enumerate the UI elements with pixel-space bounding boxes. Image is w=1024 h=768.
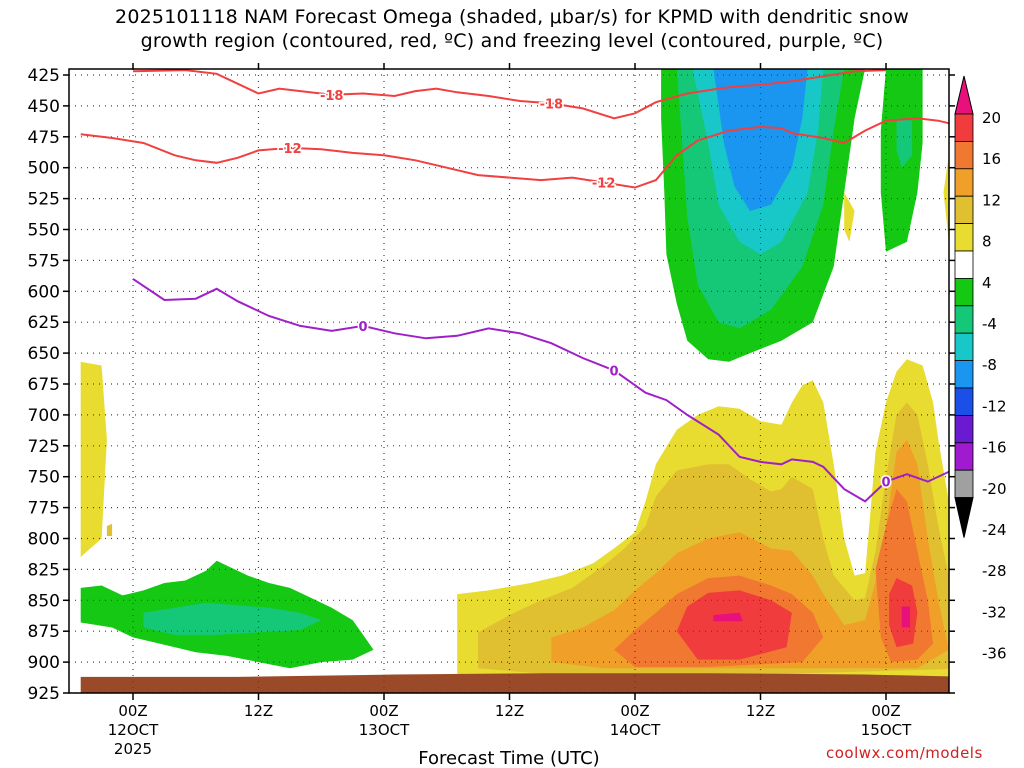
x-tick-label: 00Z bbox=[118, 702, 147, 720]
colorbar-segment bbox=[954, 168, 974, 197]
y-tick-label: 525 bbox=[28, 190, 60, 210]
y-tick-label: 725 bbox=[28, 437, 60, 457]
x-tick-label: 12Z bbox=[746, 702, 775, 720]
colorbar-label: -8 bbox=[982, 356, 997, 374]
y-tick-label: 550 bbox=[28, 221, 60, 241]
colorbar-bottom-triangle bbox=[954, 497, 974, 538]
colorbar-segment bbox=[954, 442, 974, 471]
y-tick-label: 425 bbox=[28, 66, 60, 86]
y-tick-label: 850 bbox=[28, 591, 60, 611]
colorbar-segment bbox=[954, 113, 974, 142]
omega-band-minus20-upper bbox=[713, 69, 808, 211]
colorbar-segment bbox=[954, 140, 974, 170]
colorbar-label: -16 bbox=[982, 439, 1007, 457]
colorbar-segment bbox=[954, 332, 974, 362]
x-tick-date: 15OCT bbox=[861, 721, 912, 739]
y-tick-label: 700 bbox=[28, 406, 60, 426]
x-tick-label: 00Z bbox=[369, 702, 398, 720]
x-tick-label: 00Z bbox=[620, 702, 649, 720]
omega-band-plus4-midstrip bbox=[844, 192, 855, 242]
omega-spot-west bbox=[106, 523, 113, 536]
dgz-contour-label: -12 bbox=[278, 142, 302, 157]
terrain-band bbox=[80, 673, 949, 693]
colorbar-label: 4 bbox=[982, 274, 992, 292]
y-tick-label: 500 bbox=[28, 159, 60, 179]
y-tick-label: 825 bbox=[28, 560, 60, 580]
axes: 425 450 475 500 525 550 575 600 625 650 675 700 725 7… bbox=[28, 63, 955, 768]
y-tick-label: 650 bbox=[28, 344, 60, 364]
colorbar-segment bbox=[954, 469, 974, 499]
freezing-level-label: 0 bbox=[610, 364, 619, 379]
x-tick-year: 2025 bbox=[114, 740, 152, 758]
dgz-contour-line bbox=[80, 117, 949, 189]
colorbar-label: -32 bbox=[982, 603, 1007, 621]
freezing-level-label: 0 bbox=[359, 320, 368, 335]
omega-band-plus4-east bbox=[943, 154, 949, 243]
y-tick-label: 875 bbox=[28, 622, 60, 642]
y-tick-label: 475 bbox=[28, 128, 60, 148]
x-tick-date: 13OCT bbox=[359, 721, 410, 739]
omega-band-plus24-core bbox=[713, 612, 743, 622]
dgz-contour-line bbox=[132, 69, 887, 120]
x-axis-label: Forecast Time (UTC) bbox=[418, 748, 599, 768]
omega-band-minus12-west bbox=[143, 602, 322, 635]
grid bbox=[69, 69, 949, 694]
omega-band-plus20-lower bbox=[676, 590, 792, 660]
colorbar: 20 16 12 8 4 -4 -8 -12 -16 -20 -24 -28 -32 -36 bbox=[954, 75, 1007, 663]
y-tick-label: 775 bbox=[28, 499, 60, 519]
freezing-level-label: 0 bbox=[881, 476, 890, 491]
dgz-contour-label: -18 bbox=[540, 97, 564, 112]
colorbar-segment bbox=[954, 305, 974, 334]
colorbar-label: -4 bbox=[982, 315, 997, 333]
colorbar-label: -36 bbox=[982, 645, 1007, 663]
credit-text: coolwx.com/models bbox=[826, 744, 983, 762]
colorbar-label: 8 bbox=[982, 233, 992, 251]
colorbar-label: 16 bbox=[982, 150, 1001, 168]
y-tick-label: 925 bbox=[28, 684, 60, 704]
y-tick-label: 675 bbox=[28, 375, 60, 395]
colorbar-label: -20 bbox=[982, 480, 1007, 498]
omega-band-plus4-west bbox=[80, 361, 107, 557]
dgz-contour-label: -12 bbox=[592, 177, 616, 192]
y-tick-label: 575 bbox=[28, 251, 60, 271]
contours: -18 -18 -12 -12 0 0 0 bbox=[80, 69, 949, 503]
x-tick-label: 12Z bbox=[244, 702, 273, 720]
colorbar-segment bbox=[954, 277, 974, 307]
y-tick-label: 900 bbox=[28, 653, 60, 673]
colorbar-segment bbox=[954, 223, 974, 252]
colorbar-label: -12 bbox=[982, 397, 1007, 415]
colorbar-segment bbox=[954, 387, 974, 416]
x-tick-date: 12OCT bbox=[108, 721, 159, 739]
chart-title-line1: 2025101118 NAM Forecast Omega (shaded, μ… bbox=[115, 6, 909, 28]
y-tick-label: 800 bbox=[28, 530, 60, 550]
dgz-contour-label: -18 bbox=[320, 89, 344, 104]
x-tick-date: 14OCT bbox=[610, 721, 661, 739]
colorbar-segment bbox=[954, 195, 974, 224]
omega-band-plus12-lower bbox=[551, 439, 949, 669]
y-tick-label: 600 bbox=[28, 282, 60, 302]
colorbar-label: -24 bbox=[982, 521, 1007, 539]
y-tick-label: 625 bbox=[28, 313, 60, 333]
y-tick-label: 450 bbox=[28, 97, 60, 117]
colorbar-segment bbox=[954, 414, 974, 444]
colorbar-label: -28 bbox=[982, 562, 1007, 580]
colorbar-label: 20 bbox=[982, 109, 1001, 127]
x-tick-label: 00Z bbox=[871, 702, 900, 720]
y-tick-label: 750 bbox=[28, 468, 60, 488]
omega-band-plus24-east bbox=[901, 606, 911, 628]
colorbar-top-triangle bbox=[954, 75, 974, 115]
colorbar-segment bbox=[954, 360, 974, 389]
x-tick-label: 12Z bbox=[495, 702, 524, 720]
colorbar-label: 12 bbox=[982, 191, 1001, 209]
omega-band-minus12-east bbox=[896, 118, 913, 168]
colorbar-segment bbox=[954, 250, 974, 279]
chart-title-line2: growth region (contoured, red, ºC) and f… bbox=[140, 30, 884, 52]
freezing-level-line bbox=[132, 278, 949, 503]
